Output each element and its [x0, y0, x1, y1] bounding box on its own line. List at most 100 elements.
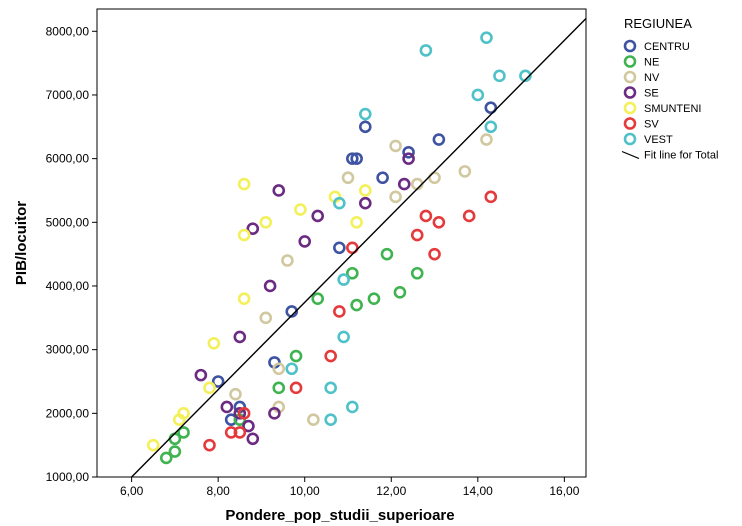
legend-label-smunteni: SMUNTENI	[644, 103, 701, 115]
point-vest	[333, 196, 346, 210]
point-nv	[272, 362, 286, 376]
point-nv	[259, 311, 273, 325]
point-centru	[376, 171, 389, 185]
point-centru	[359, 120, 372, 134]
point-se	[246, 222, 260, 235]
x-axis-ticks: 6,00 8,00 10,00 12,00 14,00 16,00	[120, 477, 580, 498]
point-se	[233, 330, 247, 344]
point-sv	[289, 381, 303, 395]
x-tick-label: 6,00	[120, 484, 144, 498]
point-centru	[211, 375, 225, 388]
point-sv	[203, 438, 216, 452]
point-vest	[471, 88, 485, 102]
point-nv	[458, 165, 472, 178]
legend-marker-nv	[623, 70, 637, 84]
point-vest	[324, 381, 337, 395]
point-ne	[177, 426, 190, 439]
legend-marker-smunteni	[623, 101, 637, 115]
point-se	[268, 407, 281, 420]
point-nv	[428, 171, 441, 185]
point-centru	[402, 145, 415, 159]
point-sv	[484, 190, 498, 204]
fit-line-group	[131, 18, 586, 477]
point-vest	[480, 31, 493, 44]
point-ne	[346, 266, 359, 280]
point-nv	[281, 254, 294, 267]
point-se	[359, 196, 372, 210]
y-tick-label: 5000,00	[46, 215, 90, 229]
y-tick-label: 2000,00	[46, 406, 90, 420]
y-axis-title: PIB/locuitor	[13, 201, 30, 285]
legend: REGIUNEA CENTRU NE NV SE SMUNTENI SV VEST Fit l…	[621, 16, 718, 162]
point-smunteni	[237, 228, 251, 242]
legend-marker-se	[623, 86, 637, 99]
point-vest	[285, 362, 299, 376]
legend-label-fit-line: Fit line for Total	[644, 150, 718, 162]
point-ne	[272, 381, 286, 395]
point-smunteni	[259, 216, 273, 229]
x-tick-label: 16,00	[549, 484, 579, 498]
point-centru	[224, 413, 238, 426]
point-se	[298, 235, 312, 248]
y-axis-ticks: 1000,00 2000,00 3000,00 4000,00 5000,00 6000,…	[46, 24, 97, 484]
point-sv	[233, 426, 247, 439]
legend-marker-ne	[623, 55, 637, 68]
point-centru	[350, 152, 363, 165]
point-sv	[428, 247, 441, 261]
x-tick-label: 14,00	[463, 484, 493, 498]
point-vest	[493, 69, 506, 83]
legend-marker-vest	[623, 132, 637, 146]
point-sv	[346, 241, 359, 255]
point-se	[246, 432, 260, 446]
point-ne	[168, 445, 182, 458]
point-ne	[410, 266, 424, 280]
legend-label-centru: CENTRU	[644, 41, 690, 53]
point-se	[402, 152, 415, 165]
point-se	[233, 407, 247, 420]
point-sv	[324, 349, 337, 363]
point-smunteni	[207, 336, 221, 350]
point-ne	[393, 286, 407, 299]
point-vest	[419, 44, 433, 57]
point-smunteni	[146, 438, 160, 452]
point-smunteni	[177, 407, 190, 420]
point-smunteni	[294, 203, 307, 216]
x-tick-label: 12,00	[376, 484, 406, 498]
point-nv	[229, 387, 242, 401]
y-tick-label: 3000,00	[46, 343, 90, 357]
point-smunteni	[237, 292, 251, 306]
point-vest	[484, 120, 498, 134]
point-sv	[432, 216, 446, 229]
legend-label-nv: NV	[644, 72, 660, 84]
point-sv	[224, 426, 238, 439]
y-tick-label: 1000,00	[46, 470, 90, 484]
y-tick-label: 4000,00	[46, 279, 90, 293]
point-nv	[307, 413, 320, 426]
point-smunteni	[350, 216, 363, 229]
y-tick-label: 6000,00	[46, 152, 90, 166]
point-ne	[350, 298, 363, 312]
point-vest	[359, 107, 372, 121]
point-se	[272, 184, 286, 197]
point-ne	[311, 292, 324, 306]
point-vest	[346, 400, 359, 414]
y-tick-label: 7000,00	[46, 88, 90, 102]
point-centru	[285, 305, 299, 318]
point-centru	[432, 133, 446, 146]
fit-line	[131, 18, 586, 477]
point-sv	[237, 407, 251, 420]
point-vest	[337, 273, 350, 286]
data-points	[146, 31, 532, 465]
point-vest	[324, 413, 337, 426]
point-nv	[389, 139, 402, 153]
point-nv	[480, 133, 493, 146]
point-se	[263, 279, 277, 293]
point-se	[194, 368, 208, 382]
point-vest	[519, 69, 532, 83]
point-ne	[289, 349, 303, 363]
y-tick-label: 8000,00	[46, 24, 90, 38]
x-axis-title: Pondere_pop_studii_superioare	[225, 507, 454, 524]
point-nv	[341, 171, 355, 185]
legend-marker-sv	[623, 117, 637, 130]
point-smunteni	[359, 184, 372, 197]
